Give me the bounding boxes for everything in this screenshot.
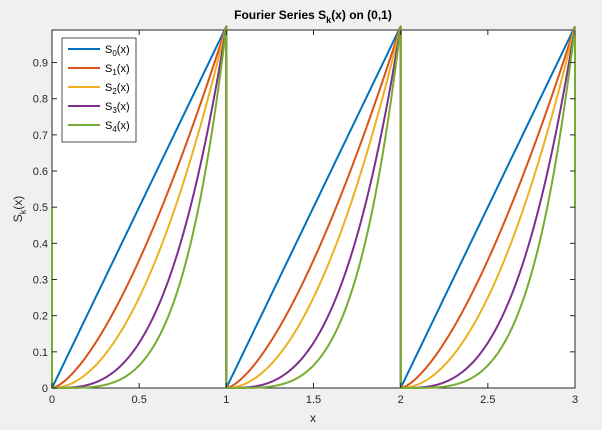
chart-title-main: Fourier Series S bbox=[234, 8, 326, 22]
series-line bbox=[51, 25, 576, 389]
legend-label-subscript: 3 bbox=[112, 106, 117, 115]
y-axis-label: Sk(x) bbox=[11, 196, 28, 223]
y-tick-label: 0.7 bbox=[33, 130, 48, 142]
legend-label-subscript: 4 bbox=[112, 125, 117, 134]
legend-items: S0(x)S1(x)S2(x)S3(x)S4(x) bbox=[68, 44, 130, 134]
legend-label-main: S bbox=[105, 120, 112, 132]
legend-label: S2(x) bbox=[105, 82, 130, 96]
legend-label-subscript: 1 bbox=[112, 68, 117, 77]
legend-label-subscript: 2 bbox=[112, 87, 117, 96]
chart-title-subscript: k bbox=[326, 15, 332, 25]
y-tick-label: 0.1 bbox=[33, 347, 48, 359]
series-line bbox=[51, 25, 576, 389]
legend-label-main: S bbox=[105, 101, 112, 113]
y-tick-label: 0.9 bbox=[33, 58, 48, 70]
series-layer bbox=[51, 25, 576, 389]
legend-label-subscript: 0 bbox=[112, 49, 117, 58]
x-tick-label: 0.5 bbox=[132, 394, 147, 406]
y-axis-label-main: S bbox=[11, 214, 25, 222]
legend-label-main: S bbox=[105, 63, 112, 75]
x-tick-label: 2 bbox=[398, 394, 404, 406]
x-tick-label: 1 bbox=[223, 394, 229, 406]
tick-layer: 0 0.5 1 1.5 2 2.5 3 0 0.1 0.2 0.3 0.4 0.5 0.6 0.7 0.8 0.… bbox=[33, 30, 578, 406]
legend-label: S4(x) bbox=[105, 120, 130, 134]
legend-label-rest: (x) bbox=[117, 63, 130, 75]
y-tick-label: 0.4 bbox=[33, 238, 48, 250]
x-tick-label: 3 bbox=[572, 394, 578, 406]
legend-label-rest: (x) bbox=[117, 120, 130, 132]
y-tick-label: 0 bbox=[42, 383, 48, 395]
y-tick-label: 0.3 bbox=[33, 275, 48, 287]
series-line bbox=[51, 25, 576, 389]
x-tick-label: 0 bbox=[49, 394, 55, 406]
y-axis-label-rest: (x) bbox=[11, 196, 25, 210]
legend-label-rest: (x) bbox=[117, 101, 130, 113]
legend-item: S1(x) bbox=[68, 63, 130, 77]
legend-label: S3(x) bbox=[105, 101, 130, 115]
chart-title: Fourier Series Sk(x) on (0,1) bbox=[234, 8, 392, 25]
x-axis-label: x bbox=[310, 411, 316, 425]
y-tick-label: 0.5 bbox=[33, 202, 48, 214]
x-tick-label: 2.5 bbox=[480, 394, 495, 406]
x-tick-label: 1.5 bbox=[306, 394, 321, 406]
legend: S0(x)S1(x)S2(x)S3(x)S4(x) bbox=[61, 37, 137, 143]
legend-label-rest: (x) bbox=[117, 82, 130, 94]
y-tick-label: 0.6 bbox=[33, 166, 48, 178]
legend-item: S0(x) bbox=[68, 44, 130, 58]
legend-label-main: S bbox=[105, 44, 112, 56]
legend-label: S0(x) bbox=[105, 44, 130, 58]
y-tick-label: 0.2 bbox=[33, 311, 48, 323]
series-line bbox=[51, 25, 576, 389]
legend-item: S4(x) bbox=[68, 120, 130, 134]
legend-item: S2(x) bbox=[68, 82, 130, 96]
series-line bbox=[51, 25, 576, 389]
y-axis-label-subscript: k bbox=[18, 209, 28, 214]
legend-label-main: S bbox=[105, 82, 112, 94]
legend-label: S1(x) bbox=[105, 63, 130, 77]
legend-item: S3(x) bbox=[68, 101, 130, 115]
legend-label-rest: (x) bbox=[117, 44, 130, 56]
y-tick-label: 0.8 bbox=[33, 94, 48, 106]
chart-title-rest: (x) on (0,1) bbox=[331, 8, 392, 22]
